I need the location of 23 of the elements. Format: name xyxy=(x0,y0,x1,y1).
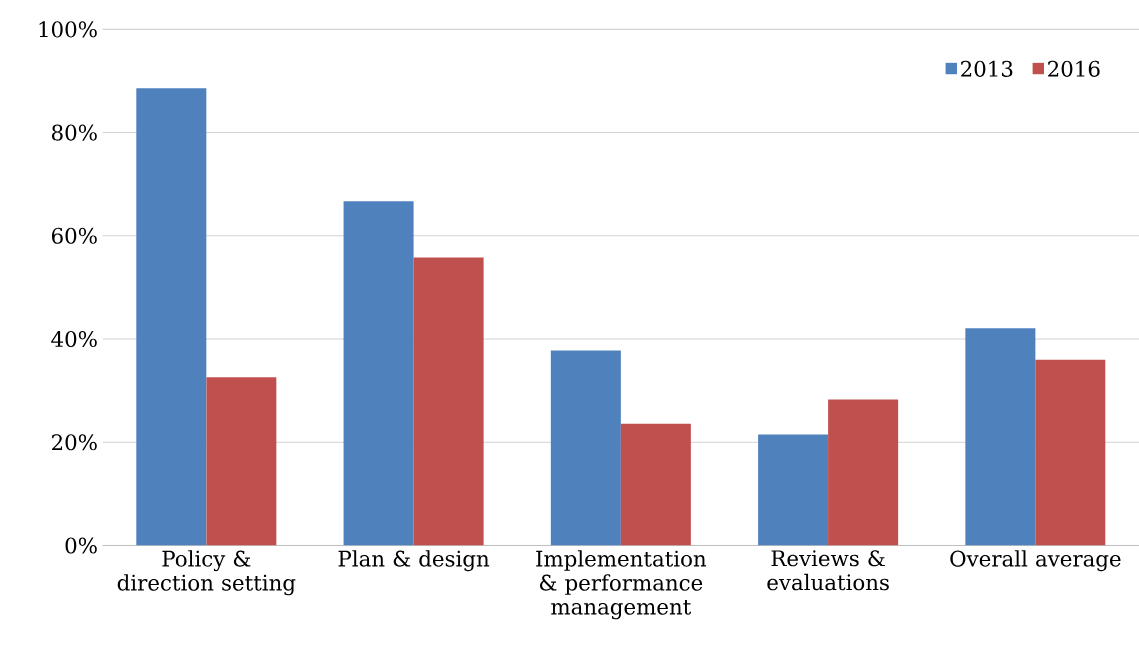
y-tick-label: 0% xyxy=(65,537,97,554)
bar xyxy=(828,399,899,546)
y-tick-label: 80% xyxy=(51,124,97,141)
y-tick-label: 20% xyxy=(52,434,97,451)
legend-label: 2013 xyxy=(961,60,1013,77)
bar xyxy=(1035,359,1106,546)
bar xyxy=(550,350,621,546)
x-tick-label: Policy & direction setting xyxy=(117,550,296,596)
x-tick-label: Reviews & evaluations xyxy=(767,550,889,591)
bar xyxy=(343,201,414,546)
y-tick-label: 40% xyxy=(51,331,97,348)
x-tick-label: Implementation & performance management xyxy=(536,550,707,620)
y-tick-label: 60% xyxy=(51,227,97,244)
bar xyxy=(758,434,829,546)
bar xyxy=(206,377,277,546)
x-tick-label: Plan & design xyxy=(338,550,490,572)
x-tick-label: Overall average xyxy=(950,550,1121,572)
bar xyxy=(965,328,1036,546)
bar xyxy=(620,423,691,546)
bar xyxy=(136,88,207,546)
bar xyxy=(413,257,484,546)
legend-label: 2016 xyxy=(1048,60,1100,77)
y-tick-label: 100% xyxy=(39,21,97,38)
